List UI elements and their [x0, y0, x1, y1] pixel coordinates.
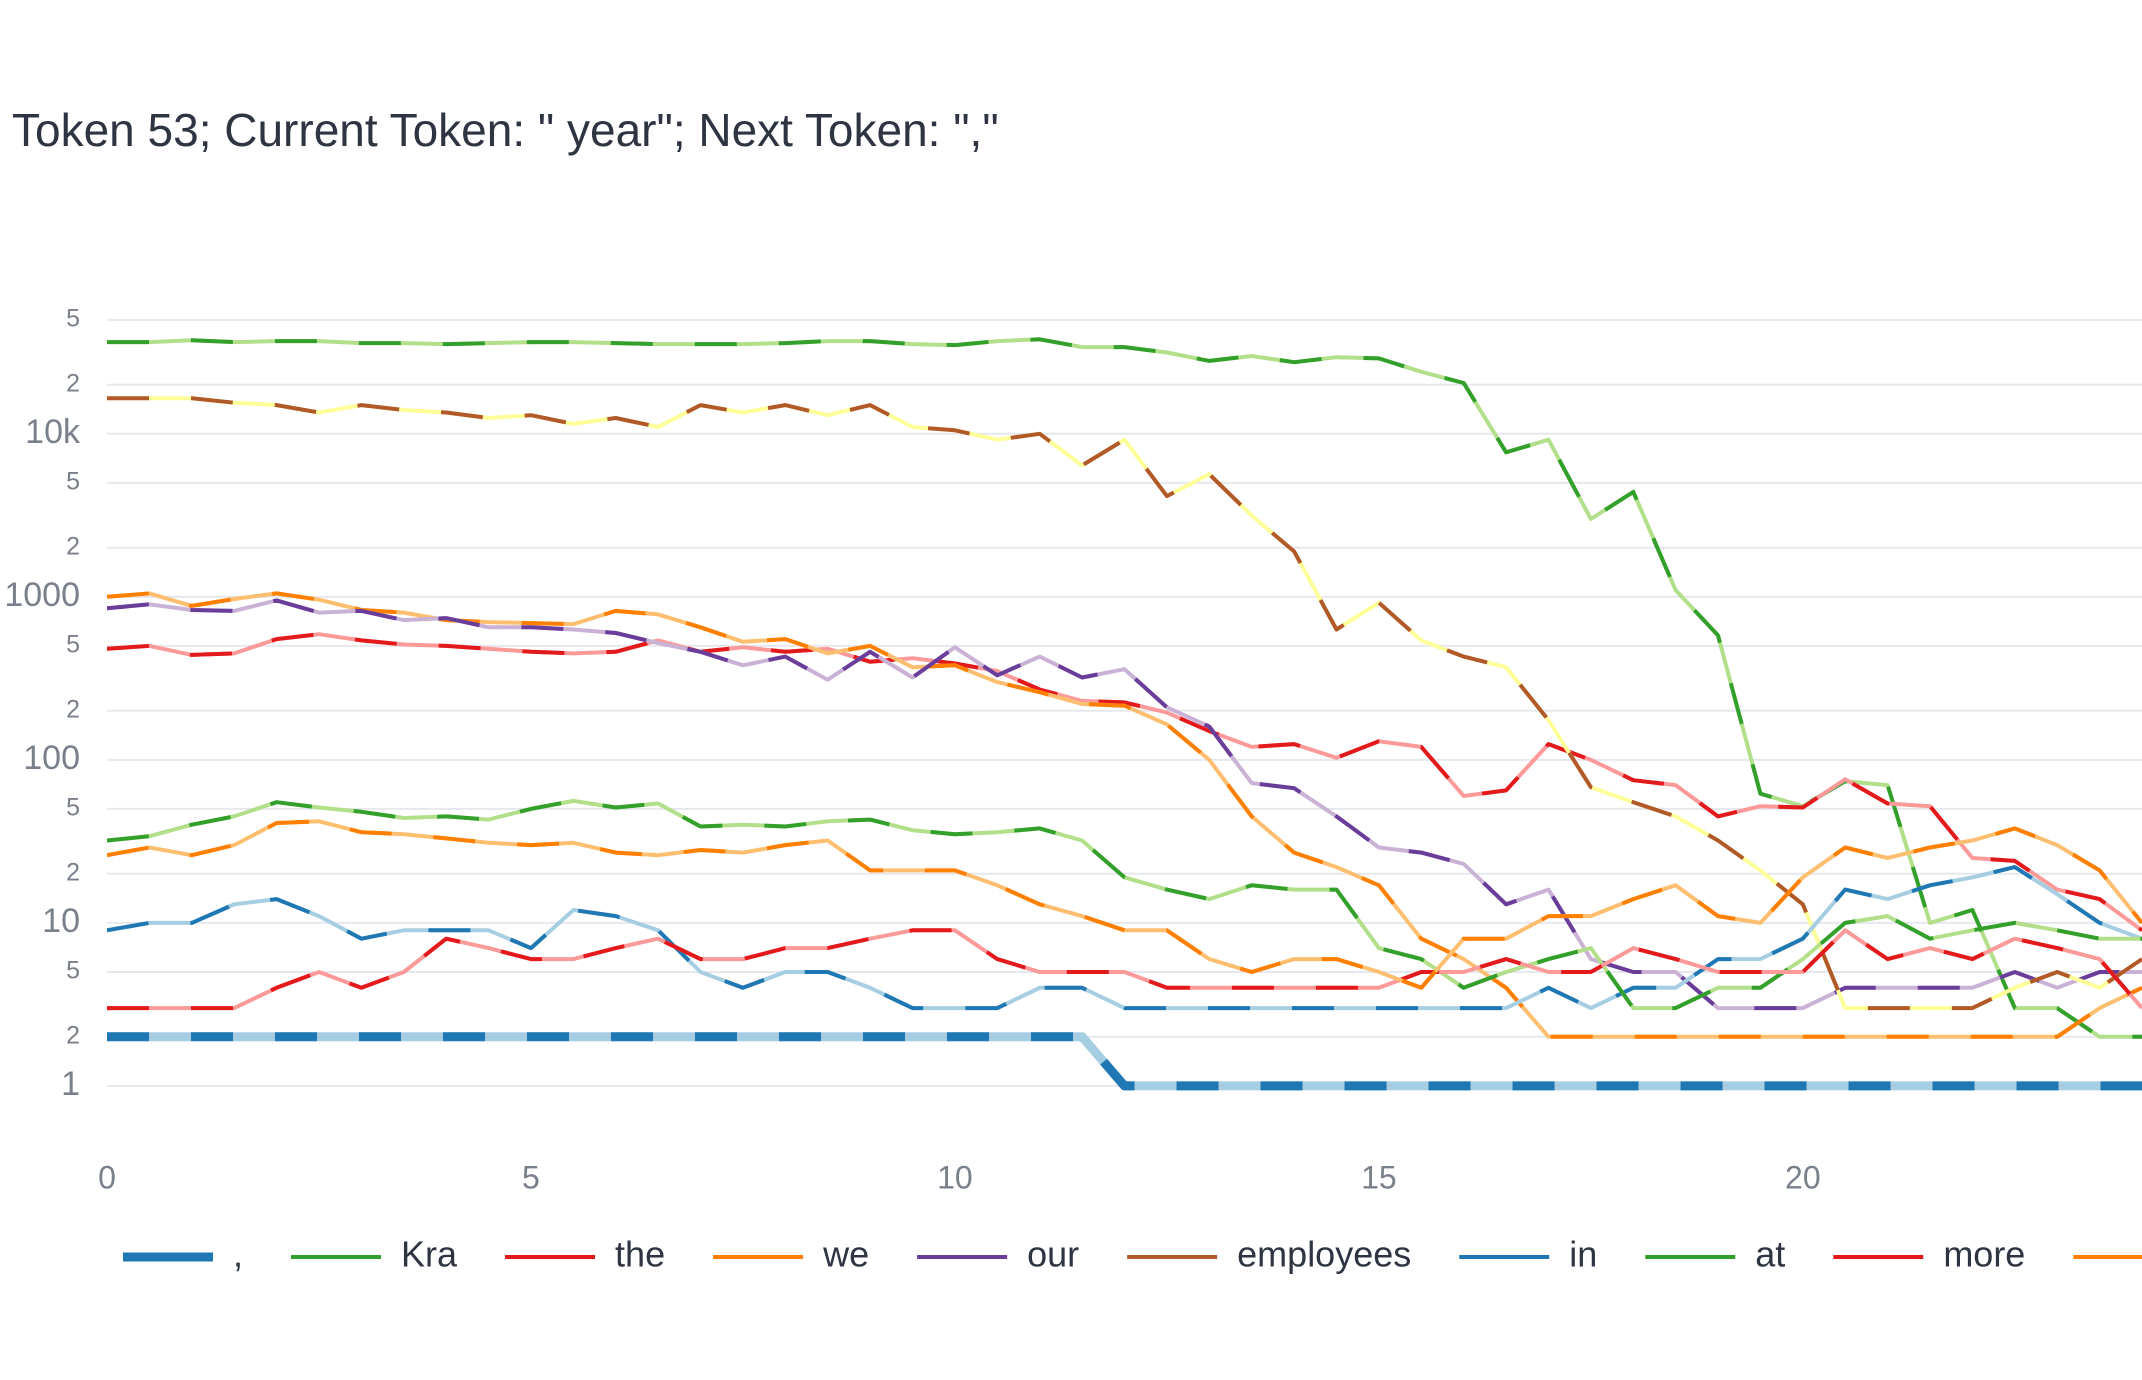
legend-label: we [822, 1234, 869, 1275]
series-line-dash [107, 598, 2142, 1011]
y-tick-label: 5 [66, 631, 80, 659]
legend-label: at [1755, 1234, 1785, 1275]
legend-label: , [233, 1234, 243, 1275]
series-line [107, 798, 2142, 1011]
y-tick-label: 5 [66, 957, 80, 985]
series-line [107, 1032, 2142, 1091]
series-line [107, 928, 2142, 1011]
y-tick-label: 10 [42, 902, 80, 940]
legend-label: employees [1237, 1234, 1411, 1275]
series-line-dash [107, 632, 2142, 932]
series-line-dash [107, 865, 2142, 1011]
y-tick-label: 2 [66, 695, 80, 723]
legend-label: the [615, 1234, 665, 1275]
y-tick-label: 1 [61, 1065, 80, 1103]
series-line-dash [107, 396, 2142, 1011]
y-tick-label: 1000 [4, 576, 80, 614]
y-tick-label: 2 [66, 369, 80, 397]
x-tick-label: 10 [937, 1159, 973, 1195]
grid [107, 318, 2142, 1087]
series-line-dash [107, 798, 2142, 1011]
y-tick-label: 5 [66, 304, 80, 332]
y-tick-label: 5 [66, 467, 80, 495]
y-tick-label: 2 [66, 532, 80, 560]
y-tick-label: 5 [66, 794, 80, 822]
x-tick-label: 20 [1785, 1159, 1821, 1195]
legend-label: Kra [401, 1234, 458, 1275]
series-line-dash [107, 337, 2142, 1039]
series-line-dash [107, 819, 2142, 990]
legend-label: in [1569, 1234, 1597, 1275]
x-tick-label: 5 [522, 1159, 540, 1195]
series-line [107, 632, 2142, 932]
x-tick-label: 15 [1361, 1159, 1397, 1195]
x-tick-label: 0 [98, 1159, 116, 1195]
plot-area [107, 337, 2142, 1091]
series-line-dash [107, 928, 2142, 1011]
legend-label: more [1943, 1234, 2025, 1275]
legend-label: our [1027, 1234, 1079, 1275]
chart-title: Token 53; Current Token: " year"; Next T… [12, 104, 999, 156]
y-tick-label: 2 [66, 858, 80, 886]
legend: ,Kratheweouremployeesinatmorea [123, 1234, 2142, 1275]
axes: 1 2 5 10 2 5 100 2 5 1000 2 5 10k 2 5 0 5 10 15 20 [4, 304, 1820, 1195]
y-tick-label: 100 [23, 739, 80, 777]
y-tick-label: 2 [66, 1021, 80, 1049]
series-line [107, 598, 2142, 1011]
y-tick-label: 10k [25, 413, 81, 451]
series-line-dash [107, 1032, 2142, 1091]
